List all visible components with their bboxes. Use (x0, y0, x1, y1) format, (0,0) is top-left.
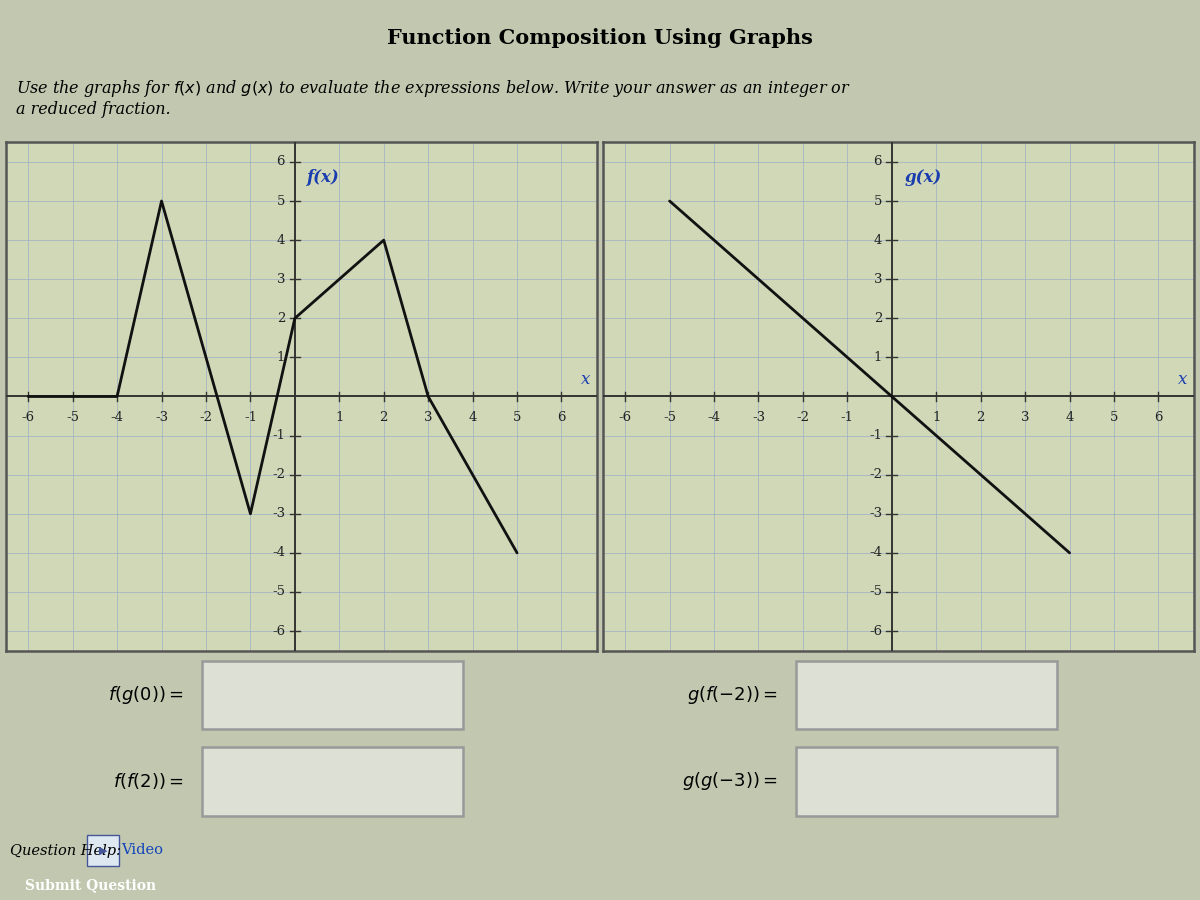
Text: -2: -2 (199, 411, 212, 424)
Text: -3: -3 (272, 508, 286, 520)
Text: -1: -1 (244, 411, 257, 424)
Text: Use the graphs for $\mathit{f(x)}$ and $\mathit{g(x)}$ to evaluate the expressio: Use the graphs for $\mathit{f(x)}$ and $… (16, 77, 851, 119)
Text: -5: -5 (664, 411, 676, 424)
Text: ▶: ▶ (98, 845, 107, 856)
Text: Video: Video (121, 843, 163, 858)
Text: -6: -6 (869, 625, 882, 637)
Text: 3: 3 (276, 273, 286, 285)
Text: $\mathit{g(f(-2)) =}$: $\mathit{g(f(-2)) =}$ (688, 684, 779, 706)
Text: 2: 2 (874, 311, 882, 325)
Text: $\mathit{f(f(2)) =}$: $\mathit{f(f(2)) =}$ (113, 771, 185, 791)
Text: -4: -4 (110, 411, 124, 424)
Text: -1: -1 (272, 429, 286, 442)
Text: -5: -5 (272, 586, 286, 598)
Text: f(x): f(x) (307, 169, 340, 186)
Text: Submit Question: Submit Question (25, 878, 156, 892)
Text: 5: 5 (1110, 411, 1118, 424)
Text: 2: 2 (379, 411, 388, 424)
Text: 4: 4 (277, 234, 286, 247)
Text: 5: 5 (874, 194, 882, 208)
Text: -5: -5 (869, 586, 882, 598)
Text: -2: -2 (272, 468, 286, 482)
Text: 4: 4 (874, 234, 882, 247)
Text: -2: -2 (869, 468, 882, 482)
Text: Function Composition Using Graphs: Function Composition Using Graphs (388, 28, 812, 48)
Text: -2: -2 (797, 411, 810, 424)
Text: x: x (581, 371, 590, 388)
Text: -1: -1 (869, 429, 882, 442)
Text: $\mathit{f(g(0)) =}$: $\mathit{f(g(0)) =}$ (108, 684, 185, 706)
Text: 3: 3 (1021, 411, 1030, 424)
Text: 2: 2 (977, 411, 985, 424)
Text: -3: -3 (869, 508, 882, 520)
Text: -5: -5 (66, 411, 79, 424)
FancyBboxPatch shape (202, 747, 463, 816)
Text: 6: 6 (874, 156, 882, 168)
Text: 4: 4 (1066, 411, 1074, 424)
Text: 2: 2 (277, 311, 286, 325)
Text: -1: -1 (841, 411, 854, 424)
Text: -4: -4 (869, 546, 882, 560)
Text: 6: 6 (276, 156, 286, 168)
Text: -3: -3 (752, 411, 766, 424)
Text: 5: 5 (277, 194, 286, 208)
Text: -6: -6 (619, 411, 631, 424)
Text: 1: 1 (335, 411, 343, 424)
Text: -3: -3 (155, 411, 168, 424)
Text: 4: 4 (468, 411, 476, 424)
FancyBboxPatch shape (88, 835, 119, 866)
Text: 3: 3 (874, 273, 882, 285)
Text: 1: 1 (874, 351, 882, 364)
Text: 6: 6 (557, 411, 565, 424)
Text: 1: 1 (932, 411, 941, 424)
Text: g(x): g(x) (905, 169, 942, 186)
Text: 5: 5 (512, 411, 521, 424)
Text: $\mathit{g(g(-3)) =}$: $\mathit{g(g(-3)) =}$ (682, 770, 779, 793)
FancyBboxPatch shape (796, 661, 1057, 730)
Text: 6: 6 (1154, 411, 1163, 424)
Text: x: x (1178, 371, 1188, 388)
Text: 3: 3 (424, 411, 432, 424)
Text: Question Help:: Question Help: (10, 843, 120, 858)
Text: -6: -6 (22, 411, 35, 424)
FancyBboxPatch shape (202, 661, 463, 730)
Text: 1: 1 (277, 351, 286, 364)
Text: -4: -4 (272, 546, 286, 560)
Text: -4: -4 (708, 411, 720, 424)
FancyBboxPatch shape (796, 747, 1057, 816)
Text: -6: -6 (272, 625, 286, 637)
